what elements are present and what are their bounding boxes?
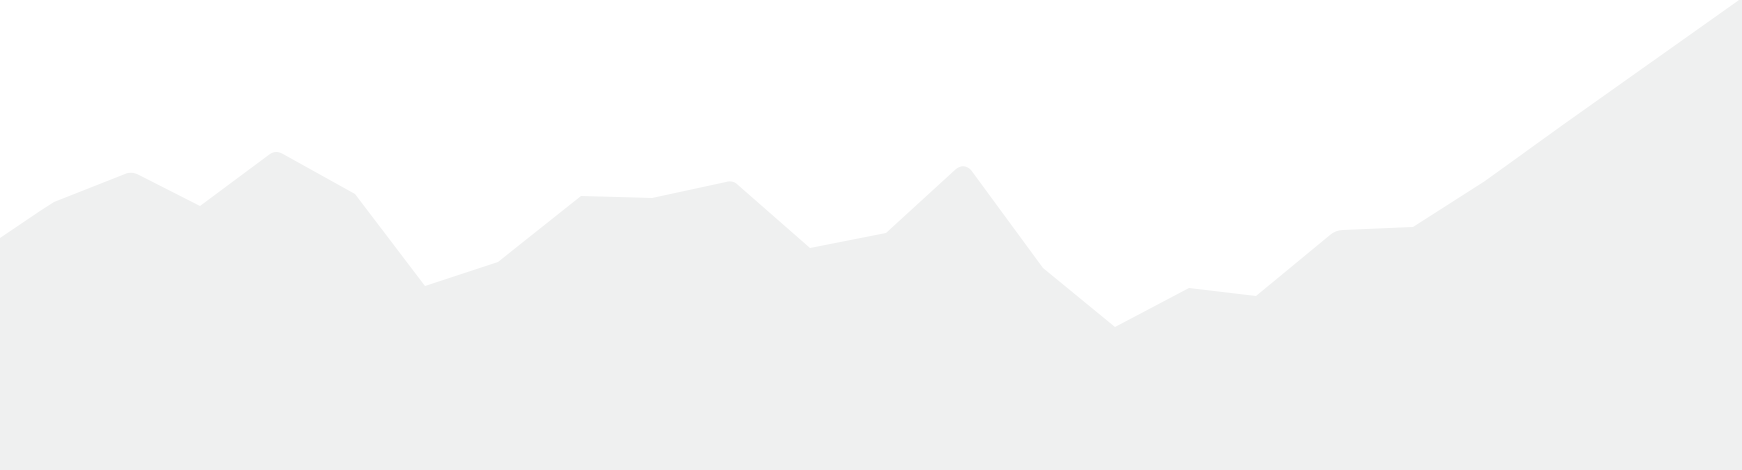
mountain-ridge-right bbox=[1485, 0, 1742, 181]
mountain-right-slope bbox=[1485, 0, 1742, 470]
